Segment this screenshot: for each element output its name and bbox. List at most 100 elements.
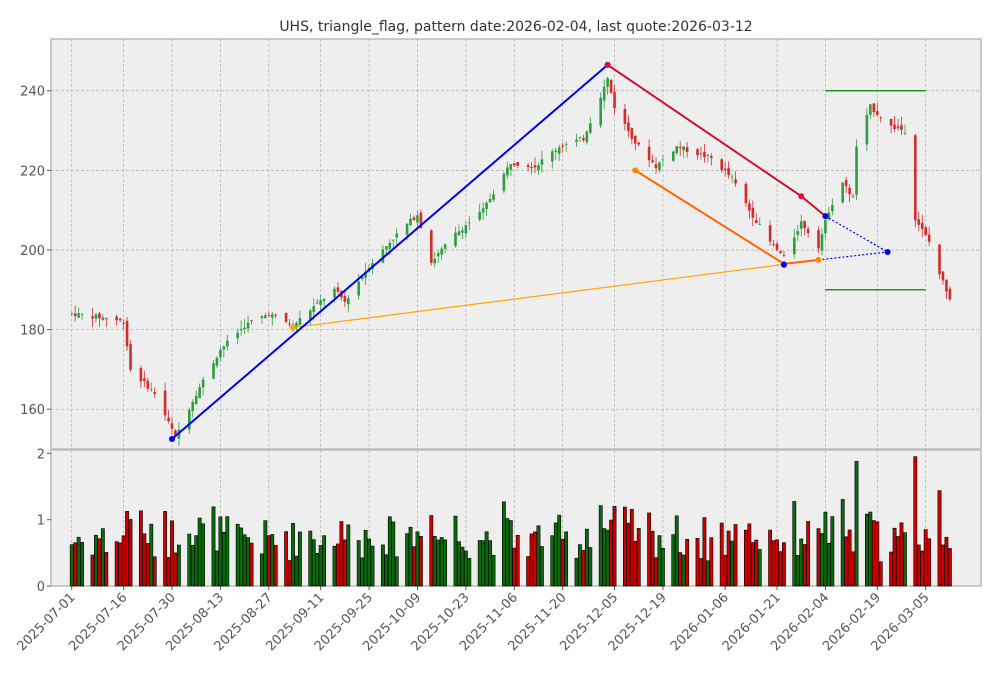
candle-body	[647, 146, 651, 161]
volume-bar	[802, 544, 807, 587]
volume-bar	[242, 534, 247, 587]
candle-body	[461, 230, 464, 233]
volume-bar	[744, 529, 748, 587]
candle-body	[516, 162, 520, 166]
candle-body	[720, 159, 724, 171]
candle-body	[243, 327, 246, 330]
volume-bar	[128, 519, 133, 587]
candle-body	[488, 198, 492, 203]
price-tick-label: 200	[20, 244, 45, 259]
candle-body	[215, 357, 219, 366]
candle-body	[824, 220, 827, 234]
volume-bar	[443, 539, 448, 587]
candle-body	[125, 320, 129, 347]
candle-body	[554, 150, 558, 153]
candle-body	[198, 387, 201, 399]
volume-bar	[782, 542, 786, 587]
candle-body	[222, 346, 226, 350]
volume-bar	[820, 533, 824, 587]
candle-body	[509, 164, 513, 170]
volume-bar	[467, 558, 472, 587]
volume-bar	[702, 517, 707, 587]
red-pivot-marker	[798, 193, 805, 200]
volume-bar	[100, 528, 105, 587]
volume-bar	[927, 538, 932, 587]
candle-body	[201, 379, 205, 388]
volume-bar	[560, 538, 565, 587]
volume-bar	[332, 545, 337, 587]
volume-bar	[719, 522, 724, 587]
volume-bar	[515, 535, 520, 587]
candle-body	[827, 212, 831, 220]
candle-body	[768, 225, 772, 242]
candle-body	[236, 332, 239, 339]
volume-tick-label: 0	[37, 580, 45, 595]
candle-body	[167, 417, 170, 422]
volume-bar	[588, 547, 593, 587]
volume-bar	[695, 538, 700, 587]
candle-body	[288, 323, 291, 325]
volume-bar	[429, 515, 434, 587]
volume-bar	[104, 552, 109, 587]
candle-body	[94, 314, 98, 319]
candle-body	[875, 111, 879, 115]
volume-bar	[526, 556, 531, 587]
candle-body	[322, 299, 326, 302]
volume-bar	[273, 545, 278, 587]
candle-body	[347, 298, 350, 305]
candle-body	[105, 318, 108, 320]
volume-bar	[118, 542, 123, 587]
candle-body	[405, 223, 409, 235]
volume-bar	[356, 540, 361, 587]
candle-body	[831, 205, 834, 212]
candle-body	[485, 202, 488, 209]
candle-body	[806, 229, 810, 234]
price-tick-label: 240	[20, 85, 45, 100]
candle-body	[706, 155, 710, 156]
volume-bar	[194, 535, 199, 587]
volume-bar	[419, 536, 423, 587]
volume-bar	[633, 540, 638, 587]
candle-body	[481, 208, 485, 213]
candle-body	[893, 124, 896, 129]
volume-bar	[197, 517, 202, 587]
volume-bar	[629, 509, 634, 587]
candle-body	[938, 244, 941, 275]
volume-bar	[308, 530, 313, 587]
candle-body	[270, 314, 274, 318]
volume-bar	[491, 554, 496, 587]
volume-tick-label: 2	[37, 447, 45, 462]
orange-pivot-marker	[815, 256, 822, 263]
volume-bar	[225, 516, 230, 587]
volume-bar	[163, 511, 167, 587]
candle-body	[920, 222, 924, 229]
candle-body	[284, 312, 288, 322]
candle-body	[851, 196, 855, 198]
volume-bar	[412, 546, 416, 587]
candle-body	[633, 135, 637, 144]
candle-body	[429, 230, 433, 263]
volume-bar	[671, 534, 676, 587]
volume-bar	[218, 516, 223, 587]
volume-bar	[94, 534, 98, 587]
candle-body	[589, 123, 592, 133]
candle-body	[903, 132, 907, 134]
candle-body	[564, 143, 568, 145]
candle-body	[685, 147, 689, 152]
volume-bar	[380, 544, 385, 587]
volume-bar	[851, 551, 855, 587]
volume-bar	[553, 522, 558, 587]
blue-pivot-marker	[169, 436, 176, 443]
volume-bar	[674, 515, 679, 587]
volume-bar	[69, 544, 74, 587]
volume-bar	[460, 546, 465, 587]
candle-body	[187, 410, 191, 430]
candle-body	[478, 211, 481, 220]
candle-body	[703, 152, 706, 158]
candle-body	[869, 104, 872, 115]
volume-bar	[291, 523, 295, 587]
candle-body	[661, 159, 665, 161]
volume-bar	[747, 523, 752, 587]
candle-body	[803, 221, 806, 229]
